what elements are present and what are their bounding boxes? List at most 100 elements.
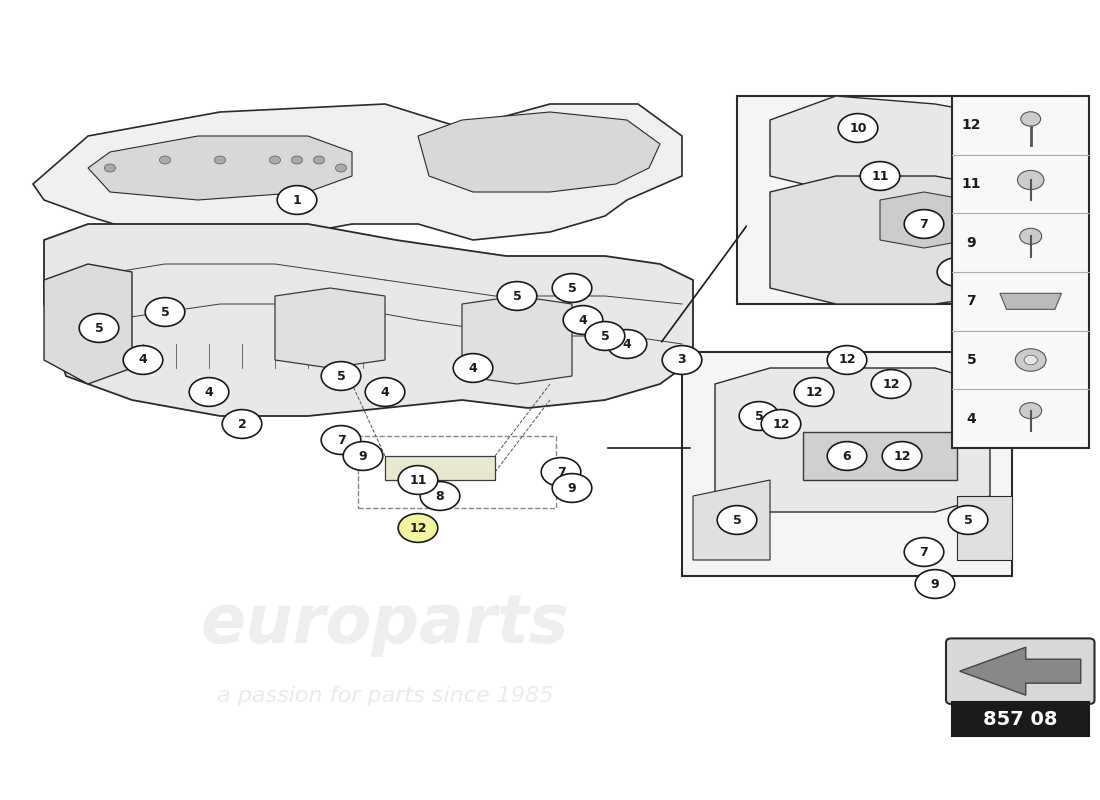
Polygon shape (33, 104, 682, 240)
Text: 857 08: 857 08 (983, 710, 1057, 729)
Circle shape (937, 258, 977, 286)
Text: 9: 9 (359, 450, 367, 462)
Circle shape (871, 370, 911, 398)
Polygon shape (770, 176, 1045, 304)
Polygon shape (88, 136, 352, 200)
Text: 4: 4 (967, 412, 976, 426)
Text: 1: 1 (293, 194, 301, 206)
Text: 12: 12 (893, 450, 911, 462)
Circle shape (123, 346, 163, 374)
Text: 5: 5 (964, 514, 972, 526)
Text: 6: 6 (843, 450, 851, 462)
Circle shape (497, 282, 537, 310)
Circle shape (214, 156, 225, 164)
Circle shape (398, 514, 438, 542)
Circle shape (904, 210, 944, 238)
Circle shape (160, 156, 170, 164)
FancyBboxPatch shape (946, 638, 1094, 704)
Circle shape (1024, 355, 1037, 365)
Text: 7: 7 (967, 294, 976, 308)
FancyBboxPatch shape (952, 96, 1089, 448)
Circle shape (270, 156, 280, 164)
Text: 4: 4 (139, 354, 147, 366)
Circle shape (1018, 170, 1044, 190)
Text: 7: 7 (337, 434, 345, 446)
Text: 4: 4 (381, 386, 389, 398)
Text: 5: 5 (337, 370, 345, 382)
Circle shape (739, 402, 779, 430)
Text: 5: 5 (733, 514, 741, 526)
Polygon shape (880, 192, 968, 248)
Text: 2: 2 (238, 418, 246, 430)
Circle shape (585, 322, 625, 350)
Text: 5: 5 (513, 290, 521, 302)
Circle shape (948, 506, 988, 534)
Circle shape (104, 164, 116, 172)
Circle shape (365, 378, 405, 406)
Text: 9: 9 (953, 266, 961, 278)
Circle shape (343, 442, 383, 470)
Polygon shape (770, 96, 1045, 192)
Text: 5: 5 (95, 322, 103, 334)
Circle shape (336, 164, 346, 172)
Polygon shape (385, 456, 495, 480)
Circle shape (189, 378, 229, 406)
Text: 10: 10 (849, 122, 867, 134)
Circle shape (827, 442, 867, 470)
Circle shape (1015, 349, 1046, 371)
Circle shape (420, 482, 460, 510)
Polygon shape (693, 480, 770, 560)
Circle shape (563, 306, 603, 334)
Circle shape (1021, 112, 1041, 126)
Text: 4: 4 (623, 338, 631, 350)
Text: 9: 9 (967, 236, 976, 250)
Text: a passion for parts since 1985: a passion for parts since 1985 (217, 686, 553, 706)
Text: 8: 8 (436, 490, 444, 502)
Circle shape (314, 156, 324, 164)
Text: 12: 12 (772, 418, 790, 430)
Circle shape (607, 330, 647, 358)
Polygon shape (957, 496, 1012, 560)
Polygon shape (44, 224, 693, 416)
Circle shape (717, 506, 757, 534)
Circle shape (827, 346, 867, 374)
Text: 11: 11 (871, 170, 889, 182)
Circle shape (321, 426, 361, 454)
Text: 11: 11 (409, 474, 427, 486)
Circle shape (915, 570, 955, 598)
Text: 3: 3 (678, 354, 686, 366)
Text: 7: 7 (920, 218, 928, 230)
Text: 12: 12 (409, 522, 427, 534)
Text: 5: 5 (755, 410, 763, 422)
Polygon shape (803, 432, 957, 480)
Polygon shape (1000, 294, 1062, 310)
Circle shape (761, 410, 801, 438)
Circle shape (277, 186, 317, 214)
Text: 12: 12 (961, 118, 981, 132)
Text: 11: 11 (961, 177, 981, 191)
Circle shape (453, 354, 493, 382)
Circle shape (662, 346, 702, 374)
Text: 5: 5 (161, 306, 169, 318)
Polygon shape (275, 288, 385, 368)
Circle shape (552, 474, 592, 502)
Circle shape (794, 378, 834, 406)
Text: 12: 12 (838, 354, 856, 366)
Circle shape (882, 442, 922, 470)
Text: europarts: europarts (201, 591, 569, 657)
Circle shape (398, 466, 438, 494)
Circle shape (860, 162, 900, 190)
Text: 5: 5 (967, 353, 976, 367)
Circle shape (145, 298, 185, 326)
Text: 4: 4 (205, 386, 213, 398)
Text: 9: 9 (568, 482, 576, 494)
FancyBboxPatch shape (952, 702, 1089, 736)
Circle shape (292, 156, 302, 164)
Polygon shape (44, 264, 132, 384)
Circle shape (904, 538, 944, 566)
Polygon shape (959, 647, 1080, 695)
Text: 9: 9 (931, 578, 939, 590)
Circle shape (79, 314, 119, 342)
FancyBboxPatch shape (737, 96, 1067, 304)
Text: 7: 7 (557, 466, 565, 478)
